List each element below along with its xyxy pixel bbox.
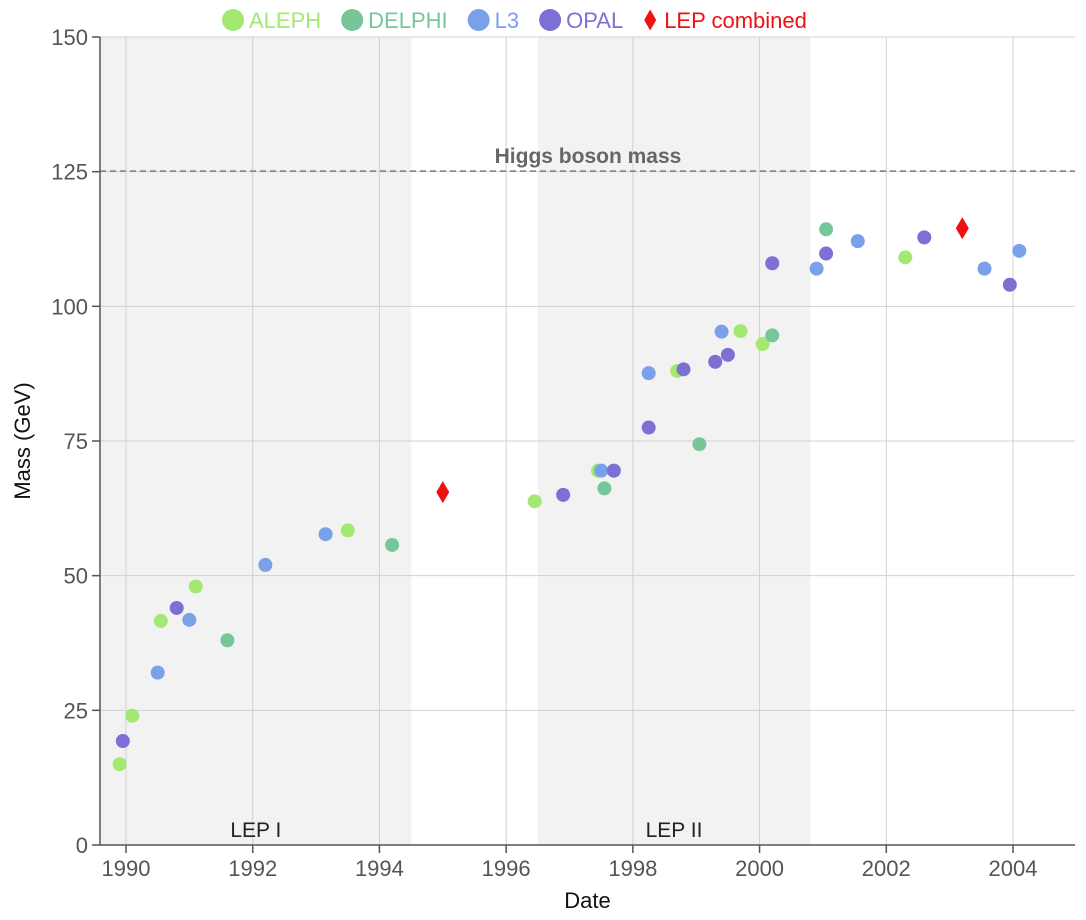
y-axis-title: Mass (GeV) <box>10 382 35 499</box>
x-tick-label-2002: 2002 <box>862 856 911 881</box>
point-delphi-1 <box>385 537 400 552</box>
point-l3-5 <box>641 366 656 381</box>
y-tick-label-50: 50 <box>64 564 88 589</box>
point-aleph-9 <box>755 337 770 352</box>
axes <box>92 36 1075 853</box>
point-l3-3 <box>318 527 333 542</box>
point-delphi-4 <box>765 328 780 343</box>
point-aleph-2 <box>153 613 168 628</box>
point-l3-7 <box>809 261 824 276</box>
point-opal-6 <box>708 354 723 369</box>
x-tick-label-1990: 1990 <box>102 856 151 881</box>
point-opal-1 <box>169 600 184 615</box>
point-delphi-0 <box>220 633 235 648</box>
point-aleph-1 <box>125 708 140 723</box>
x-tick-labels: 1990 1992 1994 1996 1998 2000 2002 2004 <box>102 856 1038 881</box>
higgs-reference-label: Higgs boson mass <box>495 145 682 168</box>
y-tick-label-75: 75 <box>64 429 88 454</box>
point-opal-2 <box>556 487 571 502</box>
y-tick-label-25: 25 <box>64 698 88 723</box>
legend-item-l3: L3 <box>467 8 519 33</box>
legend-marker-delphi <box>341 9 364 31</box>
point-l3-1 <box>182 612 197 627</box>
point-aleph-5 <box>527 494 542 509</box>
y-tick-label-125: 125 <box>51 160 88 185</box>
y-tick-label-0: 0 <box>76 833 88 858</box>
legend-label-l3: L3 <box>495 8 519 33</box>
point-lep-combined-0 <box>436 481 450 504</box>
y-tick-label-100: 100 <box>51 294 88 319</box>
legend-label-delphi: DELPHI <box>368 8 447 33</box>
point-aleph-3 <box>188 579 203 594</box>
point-l3-0 <box>150 665 165 680</box>
legend: ALEPH DELPHI L3 OPAL LEP combined <box>222 8 807 33</box>
x-axis-title: Date <box>564 888 610 913</box>
period-label-lep-ii: LEP II <box>646 819 703 842</box>
point-l3-2 <box>258 557 273 572</box>
point-aleph-0 <box>112 757 127 772</box>
data-points <box>112 217 1027 772</box>
point-opal-0 <box>115 734 130 749</box>
point-l3-6 <box>714 324 729 339</box>
x-tick-label-1994: 1994 <box>355 856 404 881</box>
legend-marker-lep-combined <box>644 9 657 31</box>
legend-label-aleph: ALEPH <box>249 8 321 33</box>
series-delphi <box>220 222 834 648</box>
x-tick-label-2004: 2004 <box>989 856 1038 881</box>
legend-item-delphi: DELPHI <box>341 8 448 33</box>
point-l3-10 <box>1012 243 1027 258</box>
point-opal-11 <box>1002 277 1017 292</box>
point-delphi-2 <box>597 481 612 496</box>
x-tick-label-2000: 2000 <box>735 856 784 881</box>
point-opal-8 <box>765 256 780 271</box>
y-tick-labels: 0 25 50 75 100 125 150 <box>51 25 88 858</box>
legend-label-opal: OPAL <box>566 8 623 33</box>
point-opal-7 <box>720 347 735 362</box>
x-tick-label-1992: 1992 <box>228 856 277 881</box>
point-l3-4 <box>594 463 609 478</box>
point-l3-9 <box>977 261 992 276</box>
series-opal <box>115 230 1017 749</box>
y-tick-label-150: 150 <box>51 25 88 50</box>
x-tick-label-1996: 1996 <box>482 856 531 881</box>
point-delphi-5 <box>819 222 834 237</box>
point-aleph-8 <box>733 324 748 339</box>
point-delphi-3 <box>692 437 707 452</box>
x-tick-label-1998: 1998 <box>608 856 657 881</box>
legend-marker-l3 <box>467 9 490 31</box>
legend-item-opal: OPAL <box>539 8 623 33</box>
period-label-lep-i: LEP I <box>230 819 281 842</box>
legend-marker-aleph <box>222 9 244 31</box>
series-l3 <box>150 234 1027 680</box>
series-lep-combined <box>436 217 969 504</box>
point-aleph-4 <box>340 523 355 538</box>
point-opal-5 <box>676 362 691 377</box>
point-opal-9 <box>819 246 834 261</box>
legend-marker-opal <box>539 9 562 31</box>
period-labels: LEP I LEP II <box>230 819 702 842</box>
point-lep-combined-1 <box>955 217 969 240</box>
legend-item-aleph: ALEPH <box>222 8 321 33</box>
series-aleph <box>112 250 913 772</box>
legend-label-lep-combined: LEP combined <box>664 8 807 33</box>
higgs-reference: Higgs boson mass <box>100 145 1075 173</box>
point-opal-10 <box>917 230 932 245</box>
point-opal-3 <box>606 463 621 478</box>
legend-item-lep-combined: LEP combined <box>644 8 807 33</box>
point-aleph-10 <box>898 250 913 265</box>
point-opal-4 <box>641 420 656 435</box>
point-l3-8 <box>850 234 865 249</box>
